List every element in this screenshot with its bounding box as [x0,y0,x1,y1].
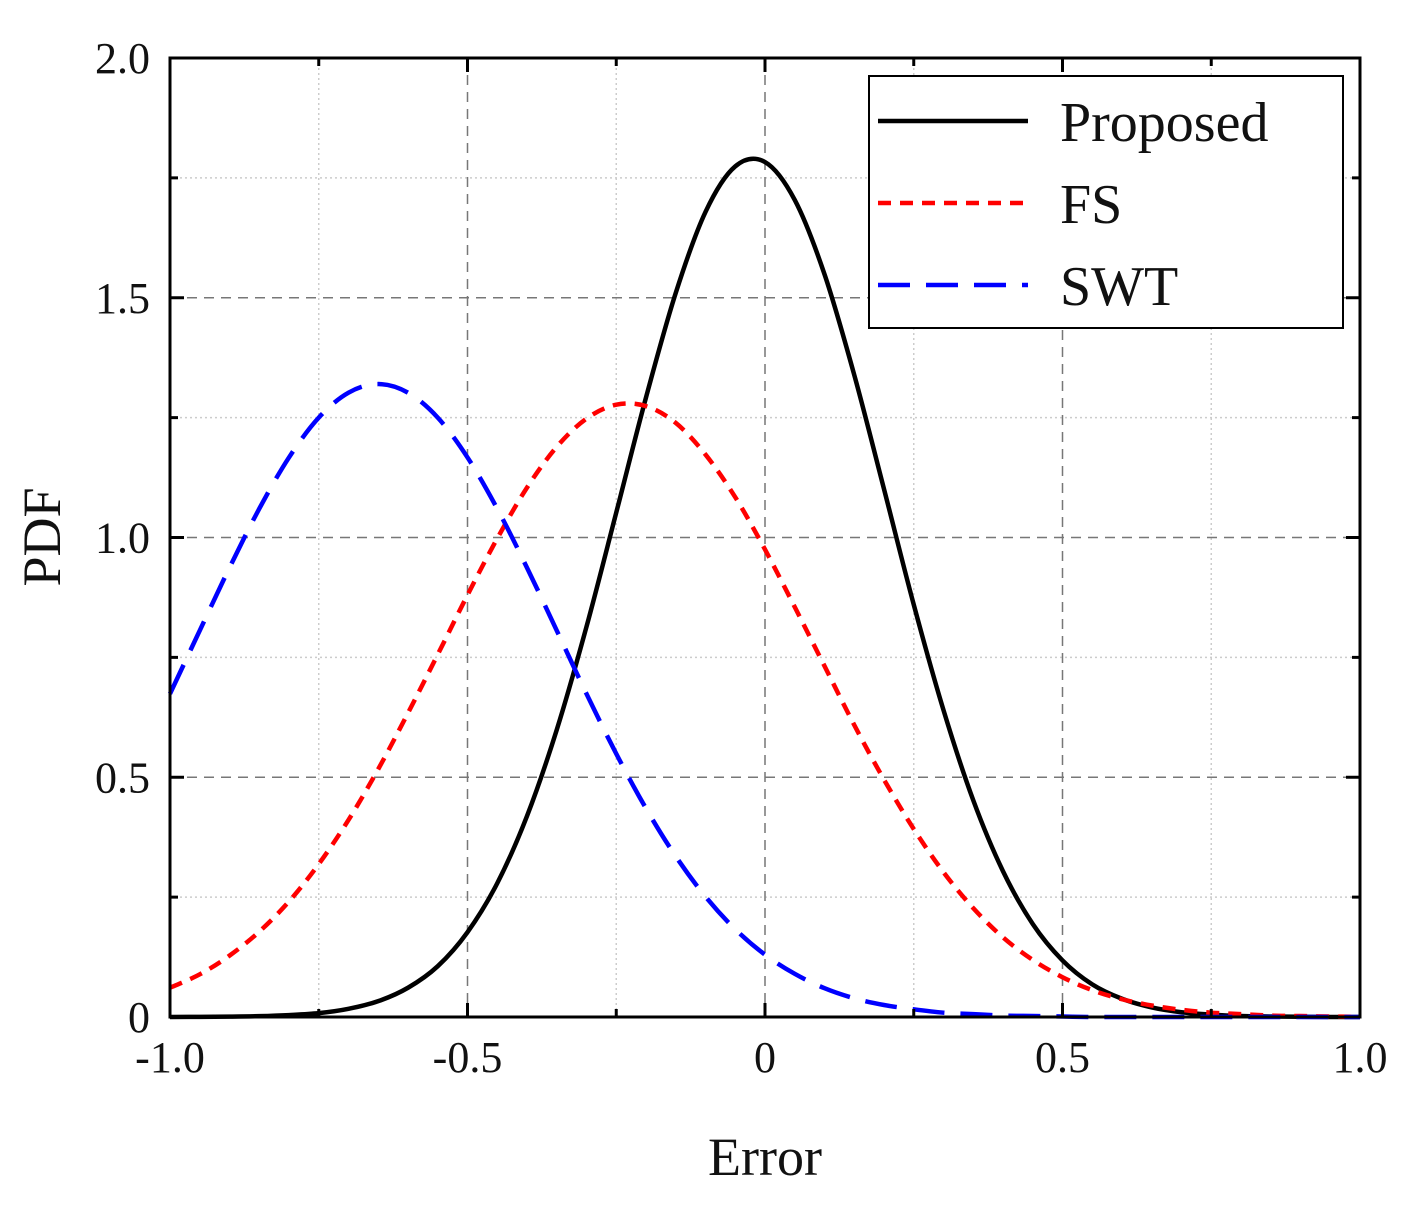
legend-label-fs: FS [1060,174,1122,236]
x-tick-label: 0.5 [1035,1033,1090,1082]
y-tick-label: 0.5 [95,753,150,802]
y-tick-labels: 0 0.5 1.0 1.5 2.0 [95,34,150,1042]
y-tick-label: 0 [128,993,150,1042]
legend-label-swt: SWT [1060,256,1178,318]
series-line-swt [170,384,1360,1017]
y-tick-label: 1.5 [95,274,150,323]
x-tick-label: -0.5 [433,1033,503,1082]
legend-label-proposed: Proposed [1060,92,1268,154]
legend: Proposed FS SWT [869,76,1343,328]
y-tick-label: 1.0 [95,514,150,563]
y-tick-label: 2.0 [95,34,150,83]
x-axis-label: Error [708,1127,822,1187]
x-tick-label: 1.0 [1333,1033,1388,1082]
y-axis-label: PDF [12,487,72,586]
pdf-chart: -1.0-0.500.51.0 00.51.01.52.0 Error PDF … [0,0,1417,1207]
x-tick-label: 0 [754,1033,776,1082]
x-tick-labels: -1.0-0.500.51.0 [135,1033,1387,1082]
